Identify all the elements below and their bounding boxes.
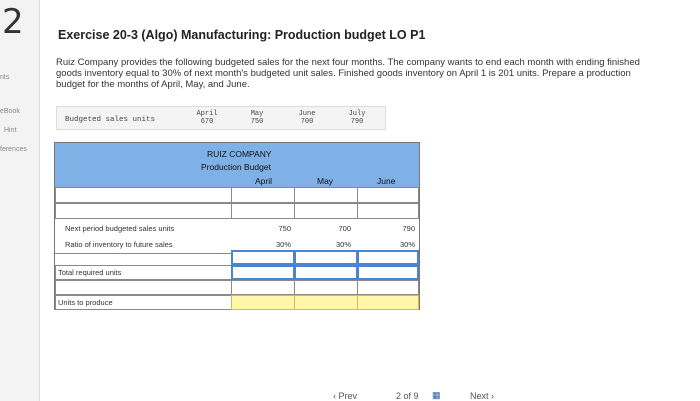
grid-icon[interactable]: ▦	[432, 390, 441, 400]
sales-value: 790	[350, 118, 364, 126]
may-total-required-input[interactable]	[294, 265, 358, 280]
may-ending-inventory-input[interactable]	[294, 250, 358, 265]
may-units-to-produce-input[interactable]	[294, 295, 358, 310]
month-header-june: June	[377, 176, 396, 186]
april-input[interactable]	[231, 187, 295, 203]
sales-month: June	[298, 110, 316, 118]
june-total-required-input[interactable]	[357, 265, 419, 280]
june-input[interactable]	[357, 203, 419, 219]
row-label-input[interactable]	[55, 187, 232, 203]
next-period-label: Next period budgeted sales units	[65, 224, 175, 233]
company-name: RUIZ COMPANY	[207, 149, 272, 159]
june-input[interactable]	[357, 280, 419, 295]
question-navigation: ‹ Prev 2 of 9 ▦ Next ›	[0, 388, 700, 401]
june-ending-inventory-input[interactable]	[357, 250, 419, 265]
june-ratio-value: 30%	[399, 240, 415, 249]
next-label: Next	[470, 391, 489, 401]
page-indicator: 2 of 9	[396, 391, 419, 401]
exercise-title: Exercise 20-3 (Algo) Manufacturing: Prod…	[58, 28, 426, 42]
ratio-label: Ratio of inventory to future sales	[65, 240, 173, 249]
question-number: 2	[2, 2, 24, 42]
ebook-link[interactable]: eBook	[0, 108, 20, 115]
sales-month: April	[196, 110, 218, 118]
may-input[interactable]	[294, 187, 358, 203]
prev-button[interactable]: ‹ Prev	[333, 391, 357, 401]
april-input[interactable]	[231, 203, 295, 219]
june-input[interactable]	[357, 187, 419, 203]
sales-column-may: May 750	[237, 110, 277, 126]
sales-value: 700	[300, 118, 314, 126]
sales-column-june: June 700	[287, 110, 327, 126]
sales-value: 750	[250, 118, 264, 126]
month-header-april: April	[255, 176, 273, 186]
budget-subtitle: Production Budget	[201, 162, 271, 172]
april-input[interactable]	[231, 280, 295, 295]
row-label-input[interactable]	[55, 280, 232, 295]
may-next-period-value: 700	[338, 224, 351, 233]
sales-column-july: July 790	[337, 110, 377, 126]
june-next-period-value: 790	[402, 224, 415, 233]
may-input[interactable]	[294, 280, 358, 295]
chevron-right-icon: ›	[491, 391, 495, 401]
april-ending-inventory-input[interactable]	[231, 250, 295, 265]
april-ratio-value: 30%	[275, 240, 291, 249]
references-link[interactable]: ferences	[0, 146, 27, 153]
budgeted-sales-table: Budgeted sales units April 670 May 750 J…	[56, 106, 386, 130]
sales-month: May	[250, 110, 264, 118]
chevron-left-icon: ‹	[333, 391, 336, 401]
april-next-period-value: 750	[278, 224, 291, 233]
sidebar: 2 nts eBook Hint ferences	[0, 0, 40, 401]
may-input[interactable]	[294, 203, 358, 219]
points-label: nts	[0, 74, 10, 81]
units-to-produce-label: Units to produce	[58, 298, 113, 307]
may-ratio-value: 30%	[335, 240, 351, 249]
april-total-required-input[interactable]	[231, 265, 295, 280]
sales-month: July	[348, 110, 366, 118]
hint-link[interactable]: Hint	[4, 127, 17, 134]
prev-label: Prev	[338, 391, 358, 401]
sales-value: 670	[200, 118, 214, 126]
worksheet-header	[55, 143, 419, 187]
row-label-input[interactable]	[55, 203, 232, 219]
next-button[interactable]: Next ›	[470, 391, 494, 401]
budgeted-sales-label: Budgeted sales units	[65, 116, 156, 124]
production-budget-worksheet: RUIZ COMPANY Production Budget April May…	[54, 142, 420, 310]
june-units-to-produce-input[interactable]	[357, 295, 419, 310]
total-required-label: Total required units	[58, 268, 122, 277]
exercise-instructions: Ruiz Company provides the following budg…	[56, 57, 640, 90]
april-units-to-produce-input[interactable]	[231, 295, 295, 310]
sales-column-april: April 670	[187, 110, 227, 126]
month-header-may: May	[317, 176, 334, 186]
